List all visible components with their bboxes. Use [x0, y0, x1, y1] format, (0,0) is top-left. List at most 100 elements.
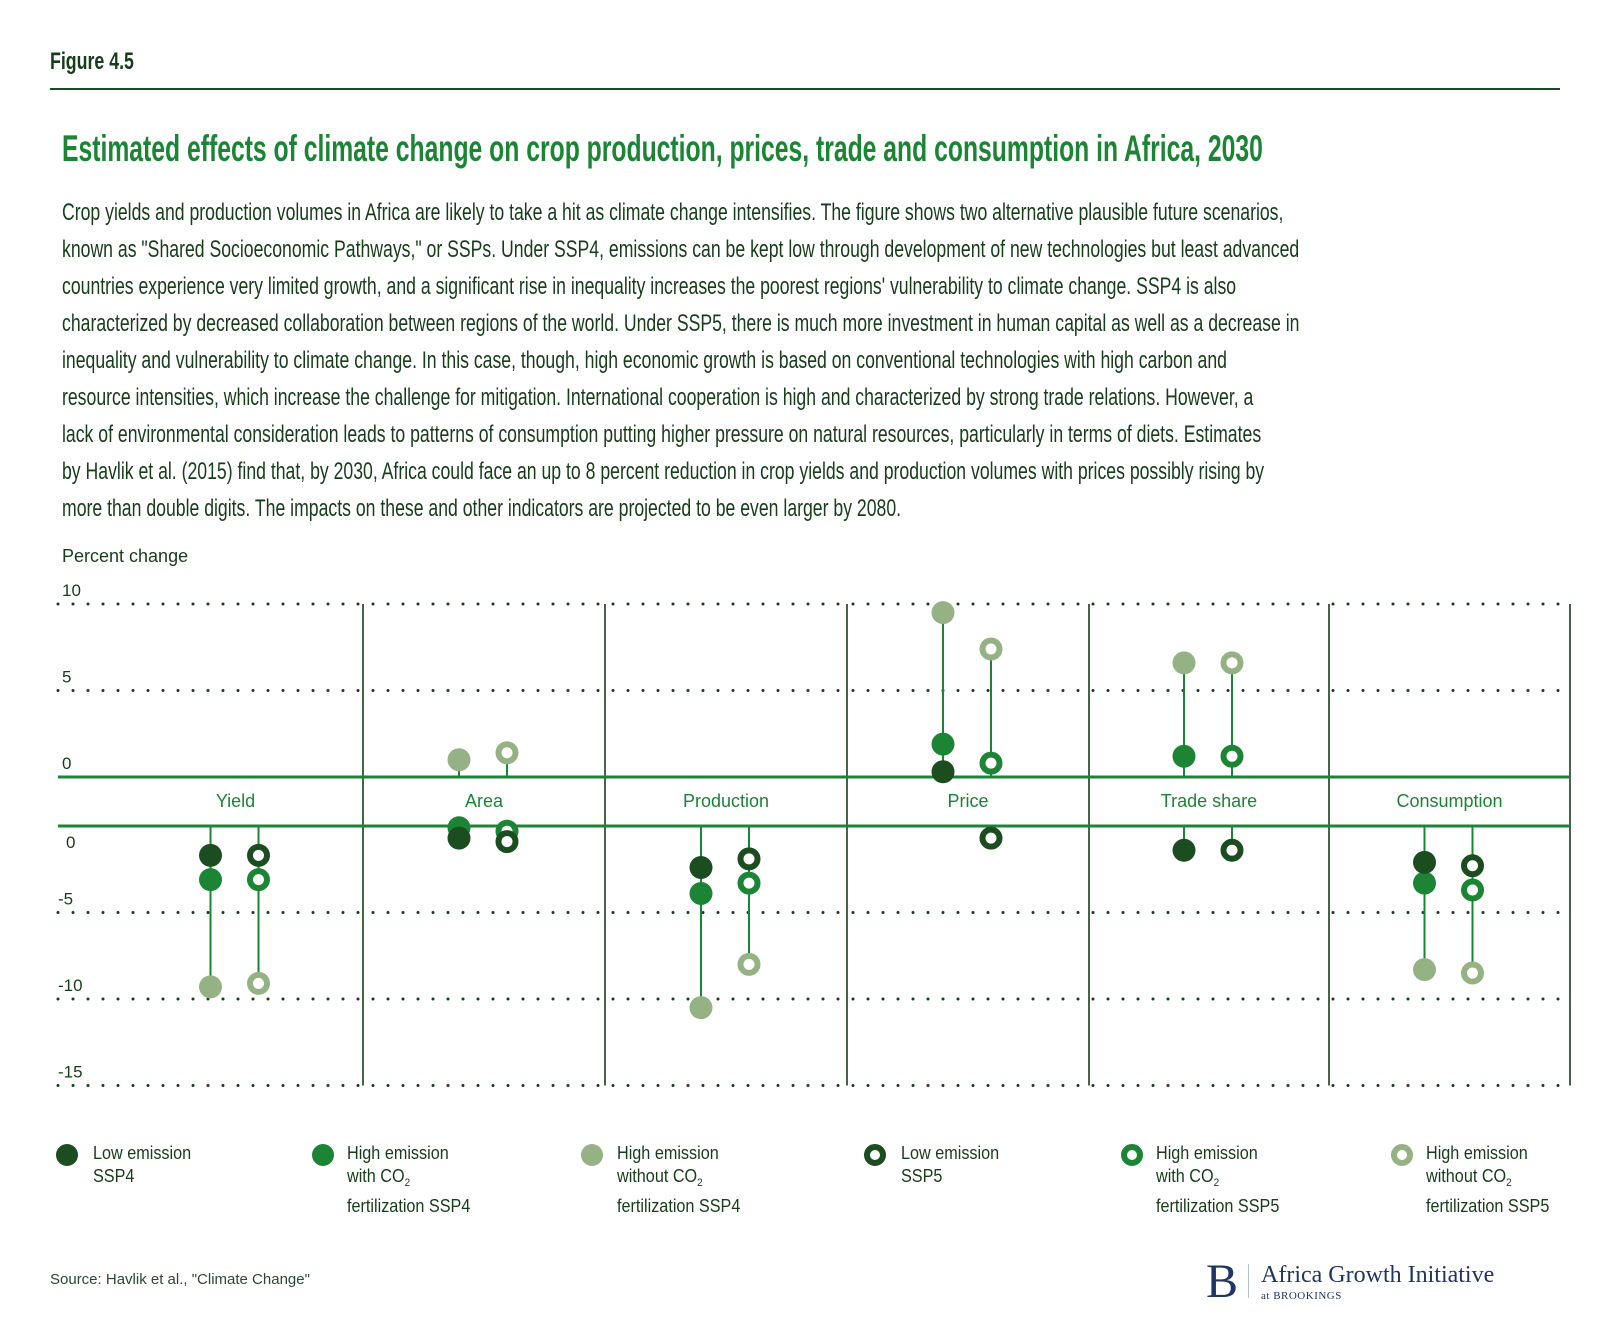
data-point-without_ssp4 — [1413, 958, 1436, 982]
legend-label-text: High emission — [1426, 1143, 1528, 1163]
data-point-with_ssp4 — [931, 732, 955, 756]
legend-label-line: fertilization SSP4 — [617, 1195, 754, 1218]
legend-item: Low emission SSP4 — [93, 1142, 202, 1188]
brookings-b-logo-icon: B — [1206, 1255, 1239, 1308]
legend-item: High emission without CO2 fertilization SS… — [617, 1142, 754, 1218]
legend-label-line: without CO2 — [1426, 1165, 1563, 1195]
figure-label-text: Figure 4.5 — [50, 48, 134, 75]
y-tick-label: -5 — [58, 890, 73, 909]
legend-label-text: High emission — [347, 1143, 449, 1163]
legend-item: High emission with CO2 fertilization SSP4 — [347, 1142, 484, 1218]
data-point-with_ssp5 — [737, 871, 761, 895]
y-tick-labels: 10 5 0 0 -5 -10 -15 — [58, 581, 83, 1082]
legend-label-line: with CO2 — [1156, 1165, 1293, 1195]
data-point-without_ssp5 — [1461, 961, 1484, 985]
legend-label-text: without CO2 — [1426, 1166, 1512, 1189]
description-line: Crop yields and production volumes in Af… — [62, 194, 1618, 231]
co2-subscript: 2 — [697, 1177, 703, 1189]
data-point-without_ssp4 — [689, 996, 713, 1020]
data-point-with_ssp5 — [1220, 744, 1244, 768]
grid-layer — [56, 602, 1572, 1087]
legend-label-text: SSP5 — [901, 1166, 943, 1186]
legend-label-line: with CO2 — [347, 1165, 484, 1195]
logo-name: Africa Growth Initiative — [1261, 1262, 1495, 1288]
data-point-without_ssp5 — [1220, 651, 1244, 675]
y-tick-label: 0 — [62, 754, 71, 773]
legend-label-text: fertilization SSP4 — [347, 1196, 471, 1216]
logo-subtitle: at BROOKINGS — [1261, 1290, 1342, 1302]
legend-label-line: High emission — [347, 1142, 484, 1165]
logo-separator — [1248, 1264, 1249, 1298]
category-label: Price — [947, 791, 988, 811]
data-points — [199, 601, 1484, 1020]
data-point-without_ssp5 — [247, 971, 270, 995]
legend-label-line: Low emission — [901, 1142, 1010, 1165]
co2-subscript: 2 — [404, 1177, 411, 1189]
legend-label-text: with CO2 — [347, 1166, 411, 1189]
co2-subscript: 2 — [1213, 1177, 1220, 1189]
data-point-low_ssp4 — [1413, 850, 1436, 874]
legend-label-line: High emission — [1156, 1142, 1293, 1165]
legend-marker-ring-icon — [864, 1144, 886, 1166]
description-line: resource intensities, which increase the… — [62, 379, 1618, 416]
legend-marker-ring-icon — [1121, 1144, 1143, 1166]
description-line-text: by Havlik et al. (2015) find that, by 20… — [62, 458, 1265, 485]
description-line: inequality and vulnerability to climate … — [62, 342, 1618, 379]
legend-label-line: SSP4 — [93, 1165, 202, 1188]
legend-label-text: High emission — [617, 1143, 719, 1163]
legend-item: High emission without CO2 fertilization SS… — [1426, 1142, 1563, 1218]
legend-label-line: fertilization SSP4 — [347, 1195, 484, 1218]
y-tick-label: -10 — [58, 976, 83, 995]
category-label: Production — [683, 791, 769, 811]
data-point-low_ssp5 — [979, 826, 1003, 850]
description-line: characterized by decreased collaboration… — [62, 305, 1618, 342]
y-tick-label: 5 — [62, 668, 71, 687]
data-point-without_ssp4 — [447, 748, 471, 772]
legend-label-line: High emission — [617, 1142, 754, 1165]
description-line-text: resource intensities, which increase the… — [62, 384, 1254, 411]
data-point-with_ssp5 — [979, 751, 1003, 775]
data-point-low_ssp5 — [495, 830, 519, 854]
legend-label-text: fertilization SSP4 — [617, 1196, 741, 1216]
legend-label-text: Low emission — [93, 1143, 192, 1163]
category-label: Trade share — [1161, 791, 1257, 811]
description-line-text: Crop yields and production volumes in Af… — [62, 199, 1284, 226]
description-line-text: lack of environmental consideration lead… — [62, 421, 1262, 448]
legend-label-text: without CO2 — [617, 1166, 703, 1189]
y-tick-label: 10 — [62, 581, 81, 600]
data-point-without_ssp4 — [199, 975, 222, 999]
data-point-low_ssp5 — [1220, 838, 1244, 862]
description-line-text: inequality and vulnerability to climate … — [62, 347, 1227, 374]
description-line: lack of environmental consideration lead… — [62, 416, 1618, 453]
data-point-with_ssp5 — [1461, 878, 1484, 902]
data-point-without_ssp4 — [1172, 651, 1196, 675]
legend-label-line: SSP5 — [901, 1165, 1010, 1188]
category-label: Area — [465, 791, 504, 811]
legend-marker-ring-icon — [1391, 1144, 1413, 1166]
data-point-low_ssp4 — [447, 826, 471, 850]
legend-marker-dot-icon — [56, 1144, 78, 1166]
legend-label-text: fertilization SSP5 — [1156, 1196, 1280, 1216]
category-label: Yield — [216, 791, 255, 811]
data-point-without_ssp5 — [979, 637, 1003, 661]
co2-subscript: 2 — [1506, 1177, 1512, 1189]
description-line-text: known as "Shared Socioeconomic Pathways,… — [62, 236, 1300, 263]
legend-marker-dot-icon — [312, 1144, 334, 1166]
category-labels: Yield Area Production Price Trade share Consu… — [216, 791, 1503, 811]
legend-marker-dot-icon — [581, 1144, 603, 1166]
data-point-without_ssp4 — [931, 601, 955, 625]
legend-label-line: without CO2 — [617, 1165, 754, 1195]
legend-label-line: Low emission — [93, 1142, 202, 1165]
data-point-without_ssp5 — [737, 952, 761, 976]
category-label: Consumption — [1396, 791, 1502, 811]
description-line-text: countries experience very limited growth… — [62, 273, 1237, 300]
data-point-low_ssp4 — [1172, 838, 1196, 862]
description-line-text: more than double digits. The impacts on … — [62, 495, 902, 522]
zero-axes — [58, 775, 1570, 828]
description-line: countries experience very limited growth… — [62, 268, 1618, 305]
legend-label-text: SSP4 — [93, 1166, 135, 1186]
data-point-low_ssp5 — [737, 847, 761, 871]
data-point-with_ssp4 — [1172, 744, 1196, 768]
data-point-with_ssp4 — [199, 868, 222, 892]
